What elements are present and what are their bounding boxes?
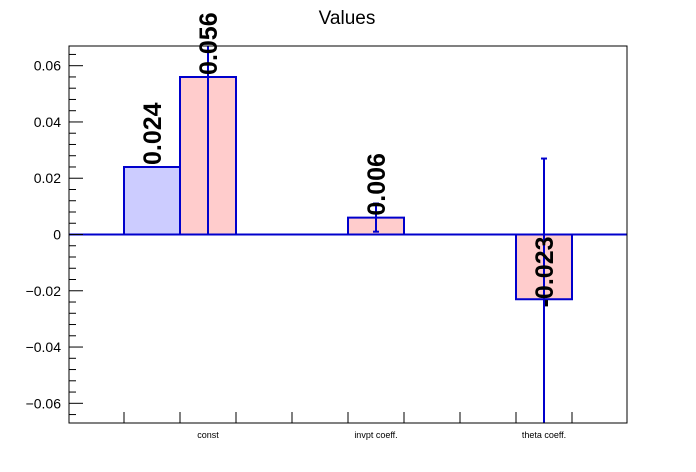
y-tick-label: 0.02 [34, 170, 61, 186]
bar [124, 166, 180, 235]
chart-title: Values [319, 8, 376, 29]
data-label: 0.056 [195, 12, 223, 75]
y-tick-label: 0.04 [34, 114, 61, 130]
data-label: 0.024 [139, 102, 167, 165]
y-tick-label: −0.06 [26, 395, 62, 411]
x-category-label: theta coeff. [522, 430, 566, 440]
y-tick-label: −0.04 [26, 339, 62, 355]
x-category-label: const [197, 430, 219, 440]
data-label: -0.023 [531, 237, 559, 308]
x-category-label: invpt coeff. [354, 430, 397, 440]
y-tick-label: 0 [53, 227, 61, 243]
y-tick-label: −0.02 [26, 283, 62, 299]
data-label: 0.006 [363, 153, 391, 216]
y-tick-label: 0.06 [34, 58, 61, 74]
